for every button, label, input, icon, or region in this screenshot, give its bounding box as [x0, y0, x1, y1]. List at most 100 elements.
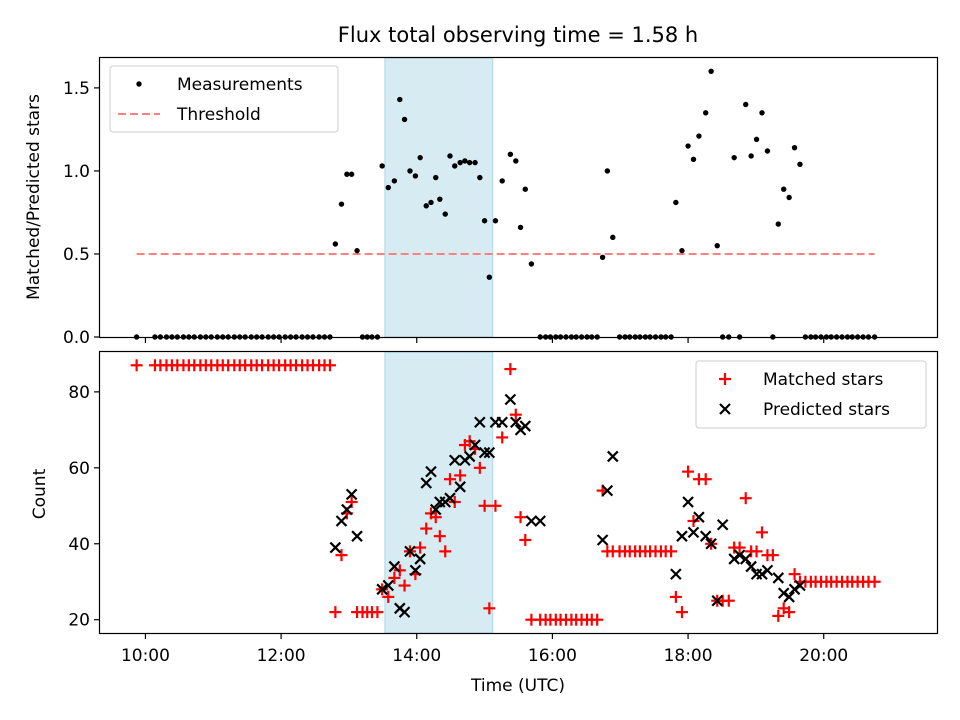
- measurement-point: [748, 153, 754, 159]
- matched-star-point: [783, 606, 796, 619]
- matched-star-point: [868, 575, 881, 588]
- predicted-star-point: [341, 503, 353, 516]
- predicted-star-point: [351, 530, 363, 542]
- measurement-point: [685, 143, 691, 149]
- matched-star-point: [420, 522, 433, 535]
- measurement-point: [797, 161, 803, 167]
- predicted-star-point: [388, 560, 401, 573]
- predicted-star-point: [794, 579, 806, 592]
- matched-star-point: [489, 499, 502, 512]
- bottom-observing-span: [384, 351, 494, 634]
- y-tick-label: 1.0: [63, 162, 90, 182]
- measurement-point: [397, 96, 403, 103]
- matched-star-point: [722, 594, 735, 607]
- bottom-y-ticks: 20 40 60 80: [68, 383, 100, 631]
- y-tick-label: 40: [68, 535, 90, 555]
- predicted-star-point: [429, 503, 442, 516]
- matched-star-point: [323, 359, 336, 372]
- predicted-star-point: [745, 560, 757, 573]
- predicted-star-point: [376, 583, 388, 596]
- measurement-point: [517, 224, 524, 231]
- measurement-point: [401, 116, 408, 123]
- bottom-y-label: Count: [30, 468, 50, 519]
- measurement-point: [486, 274, 493, 280]
- top-axes-frame: [98, 56, 939, 339]
- measurement-point: [354, 247, 360, 254]
- measurement-point: [457, 159, 463, 166]
- predicted-star-point: [420, 477, 433, 489]
- matched-star-point: [429, 511, 442, 524]
- measurement-point: [696, 133, 702, 139]
- predicted-star-point: [687, 526, 700, 539]
- predicted-star-point: [510, 416, 522, 429]
- predicted-star-point: [739, 553, 752, 565]
- predicted-star-point: [382, 579, 395, 592]
- predicted-star-point: [788, 583, 801, 596]
- matched-star-point: [443, 473, 456, 486]
- measurement-point: [513, 158, 519, 164]
- measurement-point: [775, 221, 781, 227]
- predicted-star-point: [483, 446, 496, 459]
- predicted-star-point: [444, 492, 456, 504]
- measurement-point: [781, 186, 787, 192]
- y-tick-label: 0.0: [63, 328, 90, 348]
- matched-star-point: [414, 541, 427, 554]
- predicted-star-point: [454, 481, 466, 493]
- legend-predicted-label: Predicted stars: [763, 400, 890, 420]
- predicted-star-point: [478, 446, 491, 459]
- predicted-star-point: [525, 515, 538, 527]
- predicted-star-point: [783, 591, 795, 603]
- predicted-star-point: [425, 465, 437, 478]
- measurement-point: [604, 168, 611, 174]
- top-x-ticks: [144, 337, 825, 343]
- matched-star-point: [329, 606, 342, 619]
- predicted-star-point: [504, 393, 517, 406]
- matched-star-point: [393, 564, 406, 577]
- predicted-star-point: [398, 606, 411, 618]
- legend-measurements-label: Measurements: [177, 75, 303, 95]
- predicted-star-point: [345, 488, 358, 501]
- matched-star-point: [750, 545, 763, 558]
- measurement-point: [673, 199, 679, 206]
- matched-star-point: [433, 530, 446, 543]
- measurement-point: [391, 178, 398, 184]
- predicted-star-point: [329, 541, 342, 554]
- measurement-point: [743, 101, 749, 108]
- bottom-legend: Matched stars Predicted stars: [695, 360, 927, 429]
- matched-star-point: [382, 590, 395, 603]
- matched-star-point: [756, 526, 769, 539]
- predicted-star-point: [761, 564, 774, 577]
- measurement-point: [472, 159, 478, 166]
- measurement-point: [332, 241, 339, 247]
- matched-star-point: [388, 571, 401, 584]
- top-panel: 0.0 0.5 1.0 1.5 Matched/Predicted stars Mea…: [24, 56, 939, 348]
- predicted-star-point: [711, 594, 724, 607]
- measurement-point: [348, 171, 355, 177]
- matched-star-point: [439, 545, 452, 558]
- measurement-point: [433, 174, 439, 181]
- predicted-star-point: [705, 537, 717, 550]
- measurement-point: [679, 247, 685, 254]
- matched-star-point: [591, 613, 604, 626]
- matched-star-point: [463, 435, 476, 448]
- bottom-star-points: [130, 359, 881, 626]
- y-tick-label: 1.5: [63, 79, 90, 99]
- predicted-star-point: [607, 450, 619, 463]
- predicted-star-point: [670, 568, 682, 580]
- top-legend-box: [109, 65, 339, 133]
- matched-star-point: [682, 465, 695, 478]
- legend-threshold-label: Threshold: [176, 105, 261, 125]
- measurement-point: [599, 254, 606, 260]
- matched-star-point: [699, 473, 712, 486]
- predicted-star-point: [733, 549, 746, 561]
- measurement-point: [731, 154, 737, 161]
- matched-star-point: [478, 499, 491, 512]
- predicted-star-point: [699, 530, 712, 542]
- measurement-point: [385, 184, 391, 191]
- measurement-point: [466, 159, 473, 166]
- matched-star-point: [514, 511, 527, 524]
- top-y-ticks: 0.0 0.5 1.0 1.5: [63, 79, 100, 348]
- predicted-star-point: [414, 553, 426, 565]
- predicted-star-point: [682, 496, 694, 508]
- chart-title: Flux total observing time = 1.58 h: [338, 23, 698, 47]
